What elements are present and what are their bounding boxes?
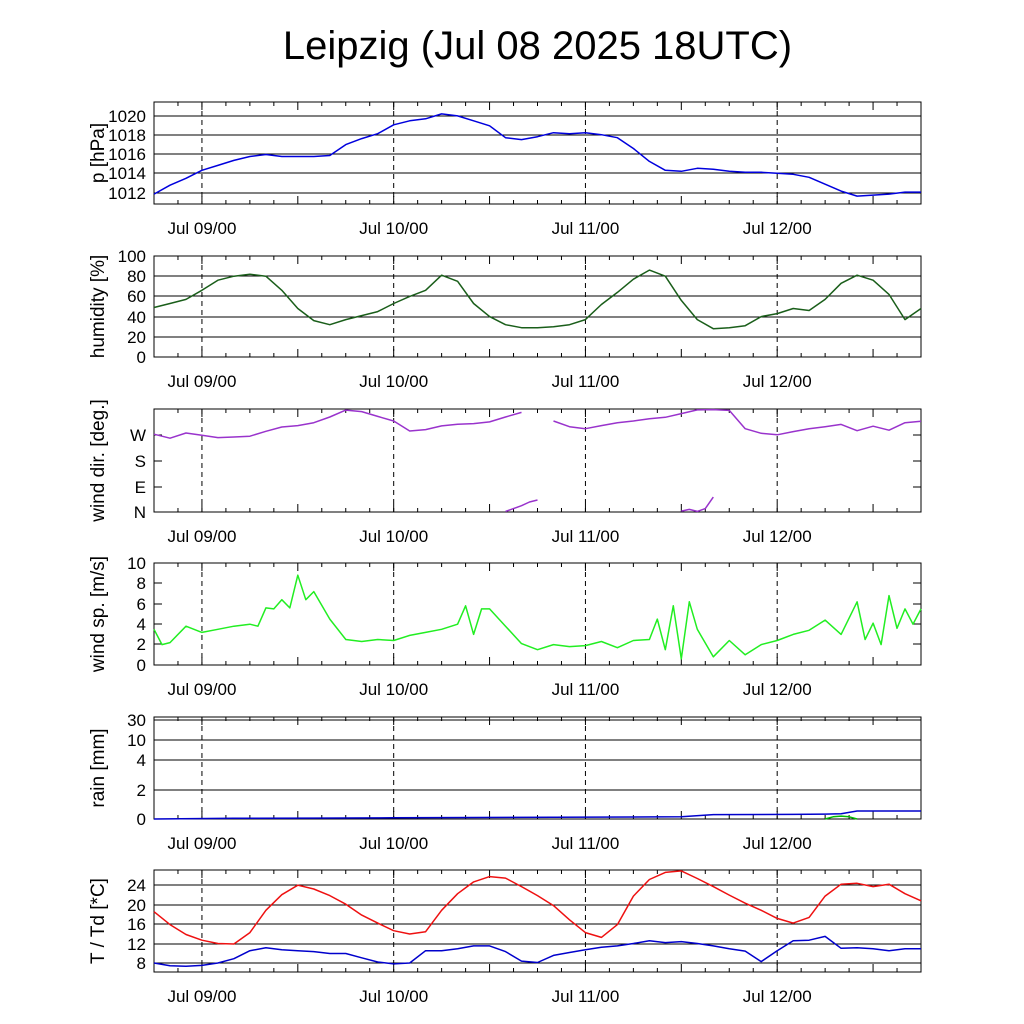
y-tick-label: 8 bbox=[137, 574, 146, 593]
x-tick-label: Jul 11/00 bbox=[552, 372, 620, 391]
series-line-2 bbox=[505, 499, 538, 513]
x-tick-label: Jul 09/00 bbox=[167, 527, 236, 546]
y-tick-label: 10 bbox=[127, 554, 146, 573]
y-tick-label: 20 bbox=[127, 328, 146, 347]
y-tick-label: W bbox=[130, 426, 146, 445]
series-line-2 bbox=[153, 935, 921, 968]
y-tick-label: 8 bbox=[137, 954, 146, 973]
x-tick-label: Jul 10/00 bbox=[359, 219, 428, 238]
x-tick-label: Jul 11/00 bbox=[552, 987, 620, 1006]
x-tick-label: Jul 09/00 bbox=[167, 987, 236, 1006]
y-tick-label: 24 bbox=[127, 876, 146, 895]
y-tick-label: 2 bbox=[137, 781, 146, 800]
x-tick-label: Jul 11/00 bbox=[552, 527, 620, 546]
y-tick-label: 6 bbox=[137, 595, 146, 614]
y-tick-label: E bbox=[135, 478, 146, 497]
y-tick-label: 1016 bbox=[108, 145, 146, 164]
y-tick-label: 2 bbox=[137, 635, 146, 654]
y-tick-label: 0 bbox=[137, 656, 146, 675]
x-tick-label: Jul 10/00 bbox=[359, 527, 428, 546]
x-tick-label: Jul 10/00 bbox=[359, 372, 428, 391]
x-tick-label: Jul 12/00 bbox=[743, 680, 812, 699]
y-axis-label: wind dir. [deg.] bbox=[88, 399, 109, 523]
y-tick-label: S bbox=[135, 452, 146, 471]
y-tick-label: 80 bbox=[127, 267, 146, 286]
y-tick-label: 10 bbox=[127, 731, 146, 750]
x-tick-label: Jul 10/00 bbox=[359, 834, 428, 853]
y-tick-label: 16 bbox=[127, 915, 146, 934]
x-tick-label: Jul 12/00 bbox=[743, 987, 812, 1006]
y-tick-label: 1012 bbox=[108, 184, 146, 203]
chart-title: Leipzig (Jul 08 2025 18UTC) bbox=[282, 24, 793, 68]
x-tick-label: Jul 09/00 bbox=[167, 372, 236, 391]
x-tick-label: Jul 11/00 bbox=[552, 834, 620, 853]
x-tick-label: Jul 09/00 bbox=[167, 834, 236, 853]
plot-frame bbox=[153, 101, 922, 205]
y-tick-label: 4 bbox=[137, 615, 146, 634]
y-tick-label: 4 bbox=[137, 751, 146, 770]
x-tick-label: Jul 12/00 bbox=[743, 527, 812, 546]
y-axis-label: humidity [%] bbox=[88, 255, 109, 358]
y-tick-label: 20 bbox=[127, 896, 146, 915]
series-line-1 bbox=[153, 113, 921, 197]
y-tick-label: 1020 bbox=[108, 107, 146, 126]
x-tick-label: Jul 10/00 bbox=[359, 987, 428, 1006]
series-line-1 bbox=[153, 870, 922, 945]
y-tick-label: 60 bbox=[127, 287, 146, 306]
y-tick-label: 12 bbox=[127, 935, 146, 954]
y-axis-label: p [hPa] bbox=[88, 123, 109, 183]
x-tick-label: Jul 12/00 bbox=[743, 372, 812, 391]
plot-frame bbox=[153, 255, 922, 358]
y-tick-label: 1014 bbox=[108, 164, 146, 183]
y-axis-label: wind sp. [m/s] bbox=[88, 556, 109, 673]
series-line-1 bbox=[153, 810, 921, 820]
y-tick-label: 1018 bbox=[108, 126, 146, 145]
x-tick-label: Jul 12/00 bbox=[743, 834, 812, 853]
y-tick-label: 30 bbox=[127, 711, 146, 730]
x-tick-label: Jul 11/00 bbox=[552, 219, 620, 238]
x-tick-label: Jul 09/00 bbox=[167, 680, 236, 699]
series-line-1 bbox=[153, 574, 922, 660]
y-tick-label: 0 bbox=[137, 810, 146, 829]
x-tick-label: Jul 10/00 bbox=[359, 680, 428, 699]
y-axis-label: T / Td [*C] bbox=[88, 878, 109, 964]
series-line-1 bbox=[153, 408, 922, 439]
series-line-2 bbox=[824, 815, 858, 820]
y-tick-label: N bbox=[134, 503, 146, 522]
y-tick-label: 0 bbox=[137, 348, 146, 367]
y-axis-label: rain [mm] bbox=[88, 728, 109, 807]
series-line-1 bbox=[153, 269, 922, 330]
x-tick-label: Jul 12/00 bbox=[743, 219, 812, 238]
y-tick-label: 40 bbox=[127, 308, 146, 327]
plot-frame bbox=[153, 408, 922, 513]
series-line-3 bbox=[681, 496, 714, 513]
panel-wind-speed: 0 246 810 Jul 09/00 Jul 10/00 Jul 11/00 Jul 12… bbox=[88, 554, 922, 699]
y-tick-label: 100 bbox=[118, 247, 146, 266]
plot-frame bbox=[153, 716, 922, 820]
x-tick-label: Jul 11/00 bbox=[552, 680, 620, 699]
x-tick-label: Jul 09/00 bbox=[167, 219, 236, 238]
